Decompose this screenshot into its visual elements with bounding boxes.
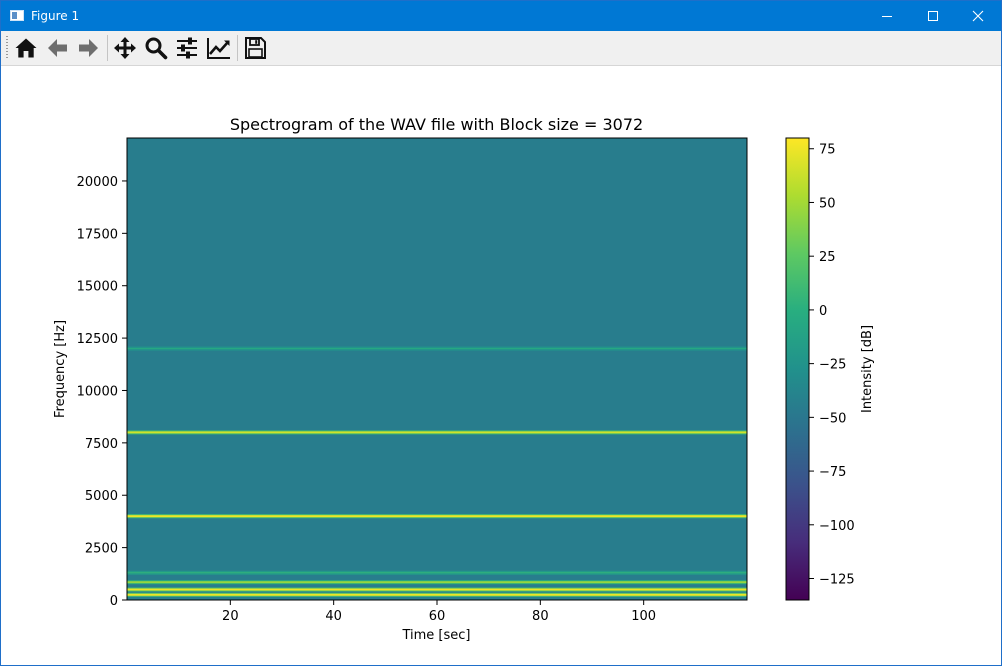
y-tick-label: 20000 — [77, 175, 118, 190]
maximize-icon — [928, 11, 938, 21]
home-button[interactable] — [12, 34, 40, 62]
colorbar-label: Intensity [dB] — [860, 325, 875, 413]
edit-axis-button[interactable] — [205, 34, 233, 62]
tone-line — [127, 431, 747, 434]
magnifier-icon — [145, 37, 168, 60]
app-icon — [10, 10, 24, 21]
sliders-icon — [177, 37, 197, 59]
colorbar-tick-label: −50 — [819, 411, 846, 426]
tone-line — [127, 581, 747, 584]
colorbar: 75 50 25 0 −25 −50 −75 −100 −125 — [785, 137, 855, 601]
tone-line — [127, 515, 747, 518]
line-chart-icon — [207, 38, 230, 59]
y-tick-label: 2500 — [85, 542, 118, 557]
minimize-icon — [882, 16, 892, 17]
toolbar-grip — [6, 36, 8, 60]
spectrogram-background — [127, 138, 747, 600]
y-tick-label: 7500 — [85, 437, 118, 452]
colorbar-tick-label: −75 — [819, 465, 846, 480]
colorbar-tick-label: 75 — [819, 143, 836, 158]
colorbar-tick-label: 50 — [819, 196, 836, 211]
zoom-button[interactable] — [142, 34, 170, 62]
y-tick-label: 0 — [110, 594, 118, 609]
x-tick-label: 40 — [325, 609, 342, 624]
x-tick-label: 100 — [631, 609, 656, 624]
x-axis: 20 40 60 80 100 — [222, 600, 656, 624]
navigation-toolbar — [1, 31, 1001, 66]
move-icon — [114, 37, 136, 59]
tone-line — [127, 572, 747, 574]
y-axis: 0 2500 5000 7500 10000 12500 15000 17500 20000 — [77, 175, 127, 609]
floppy-disk-icon — [245, 37, 266, 59]
close-button[interactable] — [955, 1, 1001, 31]
x-tick-label: 60 — [429, 609, 446, 624]
colorbar-tick-label: −25 — [819, 358, 846, 373]
colorbar-tick-label: 0 — [819, 304, 827, 319]
colorbar-gradient — [785, 137, 810, 601]
maximize-button[interactable] — [910, 1, 956, 31]
toolbar-separator — [237, 35, 238, 61]
x-tick-label: 80 — [532, 609, 549, 624]
forward-button[interactable] — [74, 34, 102, 62]
title-bar: Figure 1 — [1, 1, 1001, 31]
figure-canvas[interactable]: Spectrogram of the WAV file with Block s… — [1, 66, 999, 664]
y-tick-label: 17500 — [77, 227, 118, 242]
y-axis-label: Frequency [Hz] — [53, 320, 68, 418]
pan-button[interactable] — [111, 34, 139, 62]
configure-subplots-button[interactable] — [173, 34, 201, 62]
arrow-right-icon — [79, 39, 98, 57]
arrow-left-icon — [48, 39, 67, 57]
y-tick-label: 15000 — [77, 280, 118, 295]
plot-area — [126, 137, 748, 601]
chart-title: Spectrogram of the WAV file with Block s… — [230, 115, 643, 134]
tone-line — [127, 593, 747, 596]
y-tick-label: 5000 — [85, 489, 118, 504]
y-tick-label: 10000 — [77, 384, 118, 399]
home-icon — [15, 38, 37, 58]
tone-line — [127, 348, 747, 350]
x-axis-label: Time [sec] — [401, 628, 470, 643]
close-icon — [972, 10, 984, 22]
colorbar-tick-label: −100 — [819, 519, 855, 534]
y-tick-label: 12500 — [77, 332, 118, 347]
spectrogram-figure[interactable]: Spectrogram of the WAV file with Block s… — [1, 66, 999, 664]
colorbar-tick-label: −125 — [819, 573, 855, 588]
x-tick-label: 20 — [222, 609, 239, 624]
window-title: Figure 1 — [31, 9, 80, 23]
minimize-button[interactable] — [864, 1, 910, 31]
tone-line — [127, 588, 747, 591]
colorbar-tick-label: 25 — [819, 250, 836, 265]
back-button[interactable] — [44, 34, 72, 62]
toolbar-separator — [107, 35, 108, 61]
save-button[interactable] — [241, 34, 269, 62]
